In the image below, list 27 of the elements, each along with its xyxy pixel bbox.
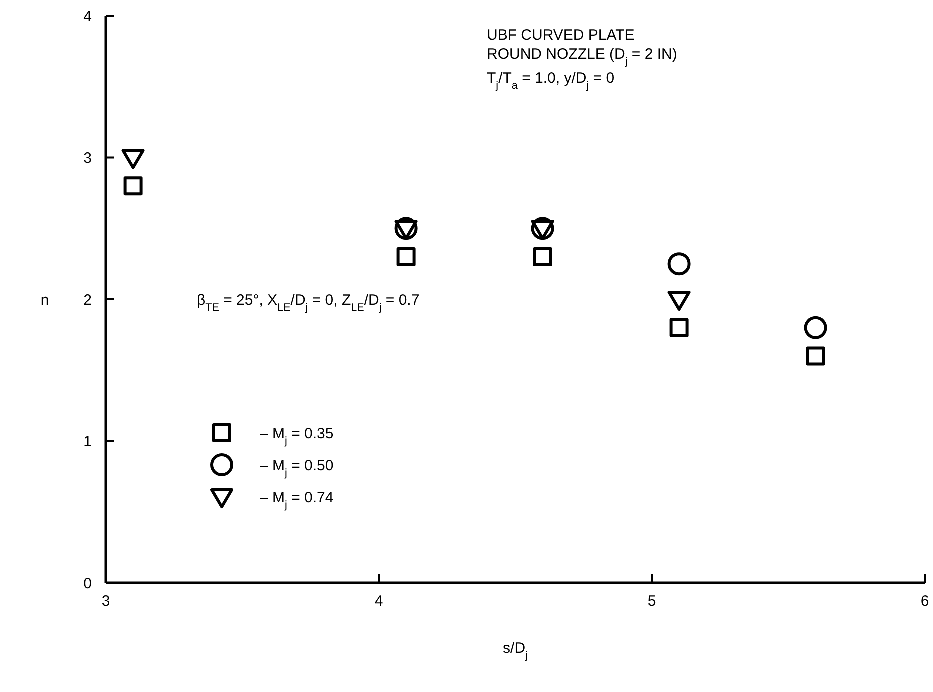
y-axis-title: n	[40, 292, 50, 309]
x-tick-label: 3	[102, 593, 110, 610]
point	[806, 346, 826, 366]
point	[396, 247, 416, 266]
text: UBF CURVED PLATE	[487, 27, 635, 44]
y-tick-label: 1	[84, 434, 92, 450]
legend-label: – M$_{j}$ = 0.35	[260, 425, 334, 448]
legend-label: – M$_{j}$ = 0.74	[260, 489, 334, 512]
y-tick-label: 0	[84, 575, 92, 592]
annotation: T$_{j}$/T$_{a}$ = 1.0, y/D$_{j}$ = 0	[487, 70, 615, 92]
legend-label: – M$_{j}$ = 0.50	[260, 457, 334, 480]
x-tick-label: 6	[920, 593, 930, 610]
y-tick-label: 4	[84, 8, 92, 26]
x-tick-label: 5	[648, 593, 656, 610]
point	[122, 149, 145, 170]
point	[668, 252, 691, 276]
point	[804, 316, 828, 340]
point	[668, 291, 691, 311]
point	[124, 176, 143, 196]
point	[533, 247, 552, 266]
x-tick-label: 4	[374, 593, 384, 610]
y-tick-label: 2	[84, 292, 92, 309]
point	[670, 318, 689, 338]
x-axis-title: s/D$_{j}$	[503, 640, 528, 662]
y-tick-label: 3	[84, 150, 92, 167]
text: ROUND NOZZLE (D$_{j}$ = 2 IN)	[487, 46, 678, 68]
text: β$_{TE}$ = 25°, X$_{LE}$/D$_{j}$ = 0, Z$_{LE}$/D$_{j}$ = 0.7	[197, 292, 420, 314]
